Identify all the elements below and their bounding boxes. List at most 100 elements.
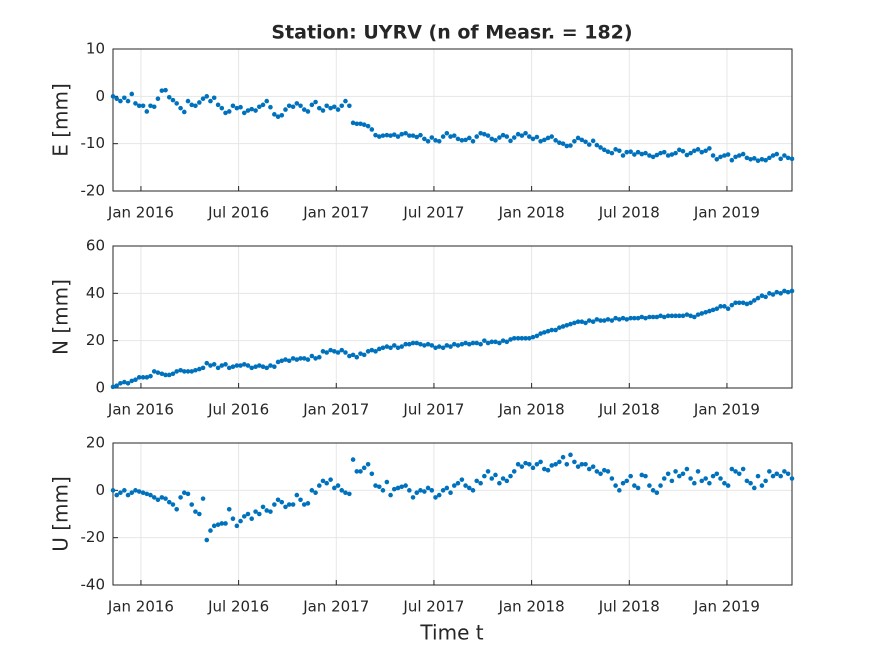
data-point <box>332 104 337 110</box>
data-point <box>714 156 720 162</box>
data-point <box>418 488 423 493</box>
data-point <box>748 480 753 486</box>
data-point <box>770 292 776 297</box>
data-point <box>692 148 697 154</box>
data-point <box>553 462 558 467</box>
data-point <box>583 320 588 326</box>
data-point <box>440 488 446 493</box>
data-point <box>613 147 618 152</box>
data-point <box>564 462 570 467</box>
data-point <box>226 109 232 114</box>
data-point <box>729 302 735 308</box>
data-point <box>650 488 656 493</box>
data-point <box>185 491 191 497</box>
data-point <box>557 140 562 146</box>
data-point <box>328 105 333 111</box>
data-point <box>380 345 386 351</box>
data-point <box>628 315 633 321</box>
data-point <box>725 306 731 312</box>
data-point <box>283 504 288 510</box>
data-point <box>579 319 585 325</box>
x-tick-label: Jul 2016 <box>207 204 269 222</box>
data-point <box>208 363 213 368</box>
data-point <box>275 114 281 119</box>
data-point <box>286 103 292 109</box>
data-point <box>380 488 386 493</box>
data-point <box>703 309 708 315</box>
data-point <box>294 492 300 498</box>
y-tick-label: -20 <box>81 182 106 200</box>
data-point <box>384 479 390 485</box>
data-point <box>493 472 498 478</box>
data-point <box>459 138 465 143</box>
data-point <box>309 353 315 359</box>
data-point <box>166 499 172 505</box>
data-point <box>286 502 292 507</box>
x-axis-label: Time t <box>419 621 483 645</box>
y-tick-label: 40 <box>86 284 105 302</box>
data-point <box>313 99 318 105</box>
data-point <box>399 344 405 349</box>
data-point <box>572 320 577 326</box>
y-tick-label: 0 <box>95 87 105 105</box>
data-point <box>583 139 588 145</box>
data-point <box>440 345 446 351</box>
y-tick-label: 0 <box>95 481 105 499</box>
data-point <box>770 473 776 479</box>
data-point <box>376 484 382 490</box>
data-point <box>170 502 176 507</box>
data-point <box>493 138 498 143</box>
data-point <box>118 380 123 386</box>
data-point <box>298 497 303 503</box>
data-point <box>451 341 457 347</box>
data-point <box>497 135 502 140</box>
data-point <box>230 516 236 522</box>
data-point <box>208 98 213 104</box>
data-point <box>253 509 258 514</box>
data-point <box>238 363 243 368</box>
data-point <box>436 139 442 144</box>
data-point <box>620 480 626 486</box>
data-point <box>451 133 457 138</box>
data-point <box>189 502 195 507</box>
data-point <box>230 103 236 109</box>
data-point <box>249 365 254 371</box>
data-point <box>515 336 521 341</box>
data-point <box>755 473 761 479</box>
y-tick-label: -10 <box>81 134 106 152</box>
data-point <box>174 369 179 374</box>
data-point <box>275 359 281 365</box>
data-point <box>500 338 506 343</box>
data-point <box>774 471 780 477</box>
data-point <box>530 465 536 471</box>
data-point <box>729 466 735 472</box>
data-point <box>586 318 592 323</box>
data-point <box>455 136 461 142</box>
data-point <box>714 471 720 477</box>
data-point <box>114 492 120 498</box>
plot-area <box>113 443 792 585</box>
data-point <box>384 344 390 349</box>
data-point <box>572 459 577 465</box>
data-point <box>444 343 450 348</box>
data-point <box>613 315 618 321</box>
axes-box <box>112 245 793 389</box>
data-point <box>628 473 633 479</box>
data-point <box>710 153 716 158</box>
data-point <box>466 341 472 347</box>
data-point <box>598 145 603 150</box>
y-tick-label: 0 <box>95 379 105 397</box>
data-point <box>433 345 438 351</box>
data-point <box>549 463 555 468</box>
data-point <box>755 158 761 164</box>
data-point <box>549 134 555 139</box>
data-point <box>170 97 176 103</box>
data-point <box>320 349 326 354</box>
x-tick-label: Jan 2019 <box>693 204 760 222</box>
data-point <box>272 112 277 117</box>
x-tick-label: Jul 2018 <box>598 598 660 616</box>
data-point <box>418 341 423 347</box>
data-point <box>361 465 367 471</box>
x-tick-label: Jan 2018 <box>498 204 565 222</box>
y-tick-label: 10 <box>86 40 105 58</box>
